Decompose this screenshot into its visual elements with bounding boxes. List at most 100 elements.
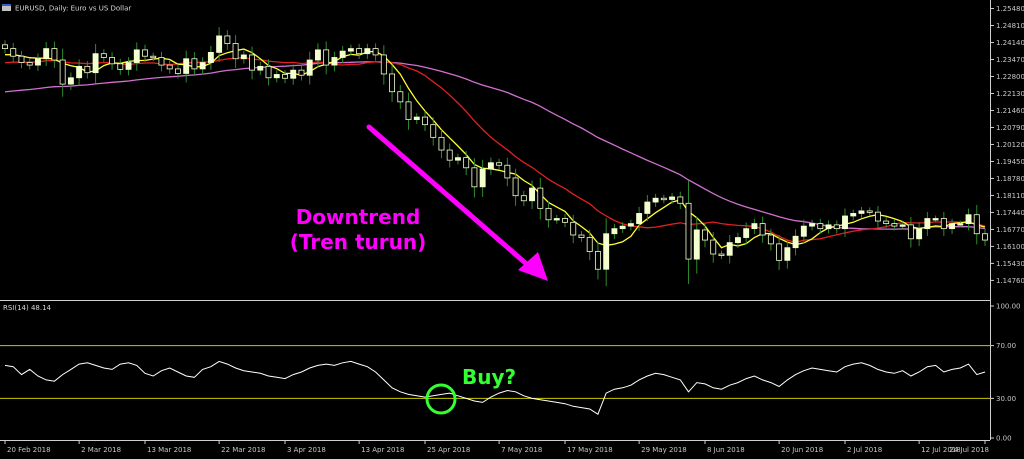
candle-body bbox=[940, 218, 947, 230]
candle-body bbox=[619, 225, 626, 230]
candle-body bbox=[339, 50, 346, 58]
price-tick-label: 1.18780 bbox=[996, 175, 1024, 183]
candle-body bbox=[125, 62, 132, 70]
price-tick-label: 1.20790 bbox=[996, 124, 1024, 132]
downtrend-annotation: Downtrend (Tren turun) bbox=[290, 124, 548, 281]
candle-body bbox=[512, 177, 519, 197]
candle-body bbox=[685, 202, 692, 260]
time-tick-label: 25 Apr 2018 bbox=[427, 446, 470, 454]
candle-body bbox=[957, 223, 964, 226]
downtrend-label-id: (Tren turun) bbox=[290, 230, 427, 254]
candle-body bbox=[833, 224, 840, 230]
price-tick-label: 1.20120 bbox=[996, 141, 1024, 149]
candle-body bbox=[273, 74, 280, 79]
candle-body bbox=[26, 62, 33, 66]
candle-body bbox=[817, 223, 824, 230]
candle-body bbox=[2, 44, 8, 50]
candle-body bbox=[10, 48, 17, 57]
price-tick-label: 1.24810 bbox=[996, 22, 1024, 30]
candle-body bbox=[677, 196, 684, 204]
candle-body bbox=[430, 124, 437, 138]
rsi-title: RSI(14) 48.14 bbox=[3, 304, 52, 312]
candle-body bbox=[924, 218, 931, 230]
candle-body bbox=[562, 218, 568, 223]
candle-body bbox=[710, 239, 717, 255]
candle-body bbox=[726, 242, 733, 256]
time-tick-label: 29 May 2018 bbox=[641, 446, 687, 454]
candle-body bbox=[446, 149, 453, 161]
candle-body bbox=[314, 49, 321, 61]
candle-body bbox=[265, 65, 272, 79]
candle-body bbox=[751, 223, 758, 230]
candle-body bbox=[636, 213, 643, 224]
rsi-level-lines bbox=[0, 345, 990, 399]
rsi-tick-label: 70.00 bbox=[996, 342, 1016, 350]
price-tick-label: 1.25480 bbox=[996, 5, 1024, 13]
candle-body bbox=[627, 223, 634, 227]
candle-body bbox=[150, 55, 157, 59]
candle-body bbox=[611, 228, 618, 235]
candle-body bbox=[496, 162, 503, 166]
time-tick-label: 2 Mar 2018 bbox=[81, 446, 121, 454]
price-tick-label: 1.21460 bbox=[996, 107, 1024, 115]
main-panel-header: EURUSD, Daily: Euro vs US Dollar bbox=[2, 4, 131, 13]
time-tick-label: 8 Jun 2018 bbox=[707, 446, 745, 454]
candle-body bbox=[487, 162, 494, 170]
candle-body bbox=[594, 251, 601, 270]
candle-body bbox=[949, 223, 956, 230]
candle-body bbox=[553, 218, 560, 221]
candle-body bbox=[207, 52, 214, 63]
candle-body bbox=[825, 224, 832, 230]
price-axis: 1.25480 1.24810 1.24140 1.23470 1.22800 1.221… bbox=[990, 5, 1024, 285]
candle-body bbox=[874, 211, 881, 222]
candle-body bbox=[471, 167, 478, 188]
downtrend-arrow-shaft bbox=[366, 124, 533, 270]
rsi-tick-label: 0.00 bbox=[996, 435, 1012, 443]
candle-body bbox=[545, 207, 552, 221]
candle-body bbox=[34, 58, 41, 66]
candle-body bbox=[792, 235, 799, 249]
candle-body bbox=[422, 116, 428, 126]
price-tick-label: 1.17440 bbox=[996, 209, 1024, 217]
candle-body bbox=[372, 48, 379, 56]
candle-body bbox=[718, 253, 725, 256]
candle-body bbox=[174, 68, 181, 74]
ma-mid-line bbox=[4, 56, 986, 244]
rsi-tick-label: 100.00 bbox=[996, 303, 1021, 311]
candle-body bbox=[743, 228, 750, 238]
candlesticks bbox=[2, 27, 988, 287]
candle-body bbox=[866, 210, 873, 213]
candle-body bbox=[323, 49, 330, 66]
candle-body bbox=[290, 69, 297, 79]
price-tick-label: 1.14760 bbox=[996, 277, 1024, 285]
candle-body bbox=[454, 157, 461, 161]
candle-body bbox=[356, 48, 363, 55]
candle-body bbox=[306, 59, 313, 76]
candle-body bbox=[76, 65, 83, 79]
candle-body bbox=[850, 213, 857, 217]
time-tick-label: 17 May 2018 bbox=[567, 446, 613, 454]
candle-body bbox=[158, 57, 165, 66]
candle-body bbox=[18, 55, 25, 63]
candle-body bbox=[669, 196, 676, 200]
candle-body bbox=[397, 91, 404, 103]
candle-body bbox=[907, 224, 914, 240]
candle-body bbox=[842, 215, 848, 230]
candle-body bbox=[578, 234, 585, 238]
candle-body bbox=[51, 48, 58, 61]
candle-body bbox=[380, 54, 387, 75]
buy-label: Buy? bbox=[462, 365, 516, 389]
rsi-axis: 100.00 70.00 30.00 0.00 bbox=[990, 303, 1021, 443]
candle-body bbox=[520, 195, 527, 202]
downtrend-arrow-head bbox=[518, 252, 548, 281]
chart-title: EURUSD, Daily: Euro vs US Dollar bbox=[15, 5, 131, 13]
time-tick-label: 7 May 2018 bbox=[501, 446, 542, 454]
price-tick-label: 1.19450 bbox=[996, 158, 1024, 166]
candle-body bbox=[92, 53, 99, 74]
rsi-line bbox=[4, 360, 986, 415]
candle-body bbox=[660, 197, 667, 201]
candle-body bbox=[59, 59, 66, 85]
candle-body bbox=[916, 228, 923, 240]
price-tick-label: 1.16100 bbox=[996, 243, 1024, 251]
